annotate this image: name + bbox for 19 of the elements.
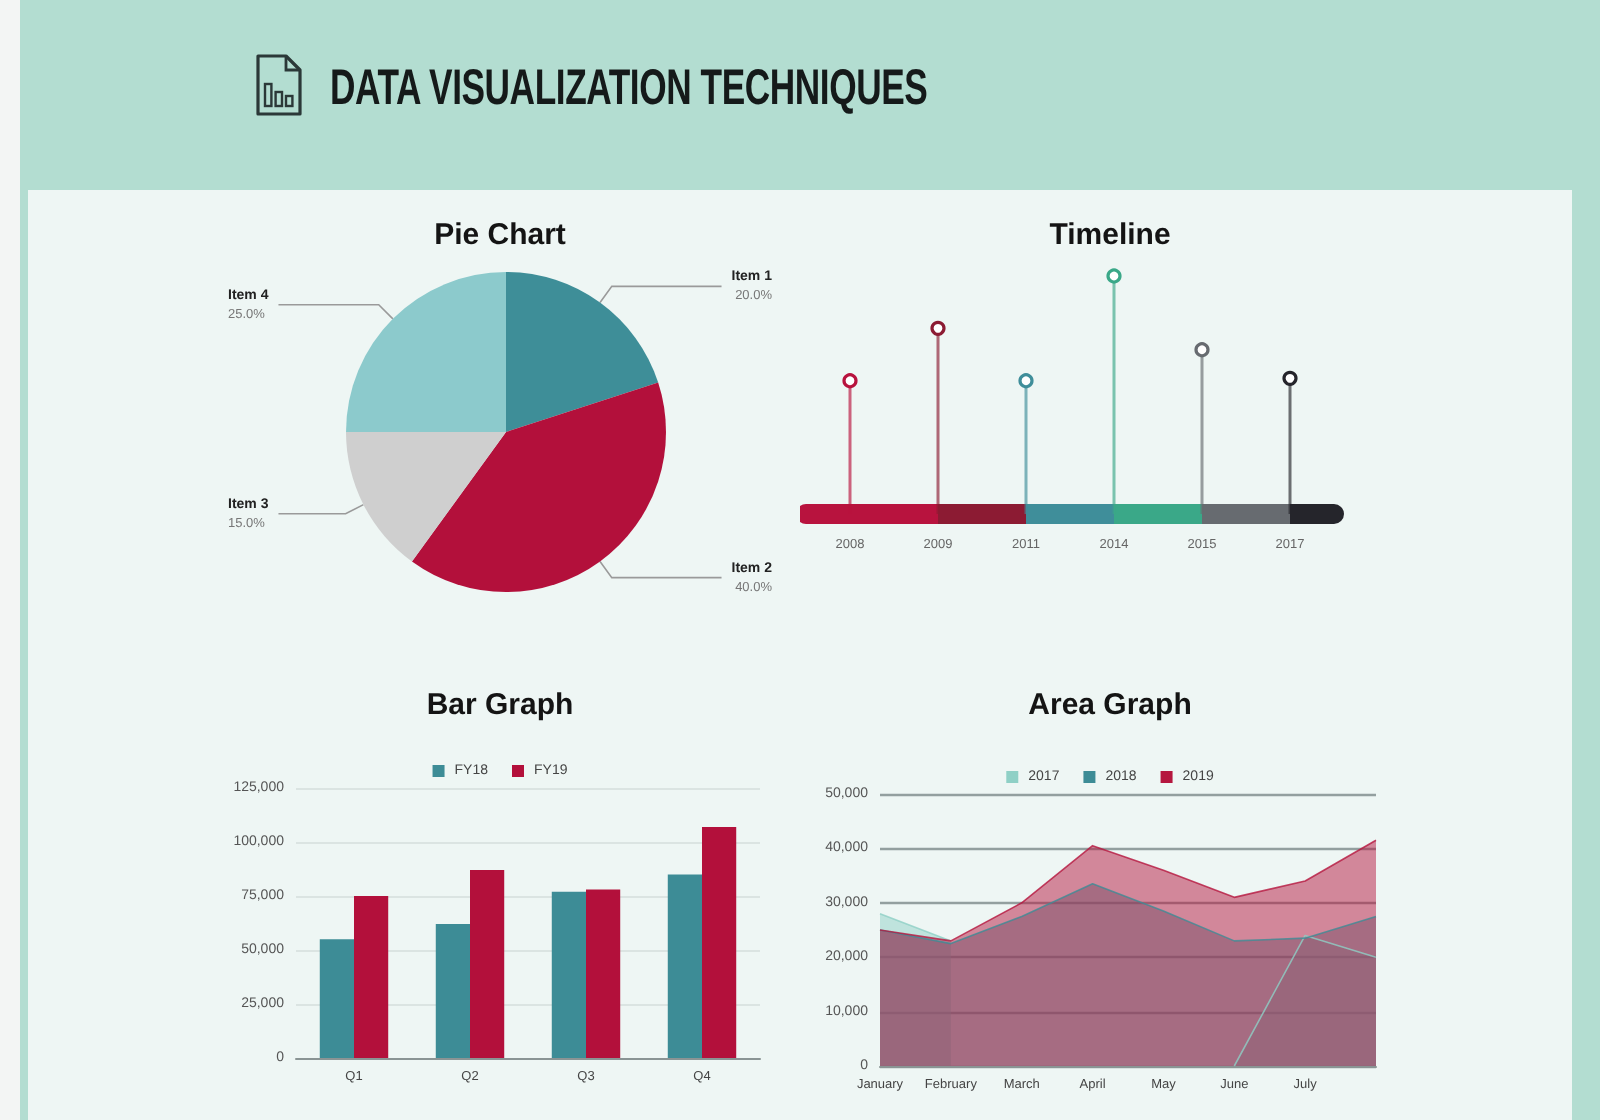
point (842, 373, 858, 389)
point (1194, 342, 1210, 358)
bar (435, 924, 470, 1058)
text: DATA VISUALIZATION TECHNIQUES (330, 60, 928, 116)
bar (667, 874, 702, 1058)
bar (354, 896, 389, 1058)
chart-title: Timeline (1049, 218, 1171, 252)
chart-title: Pie Chart (434, 218, 566, 252)
bar (470, 870, 505, 1058)
bar (702, 826, 737, 1058)
bar (551, 891, 586, 1058)
point (1282, 370, 1298, 386)
bar (319, 939, 354, 1058)
chart-title: Area Graph (1028, 688, 1192, 722)
bar (586, 889, 621, 1058)
point (930, 320, 946, 336)
point (1106, 268, 1122, 284)
point (1018, 373, 1034, 389)
chart-title: Bar Graph (426, 688, 574, 722)
